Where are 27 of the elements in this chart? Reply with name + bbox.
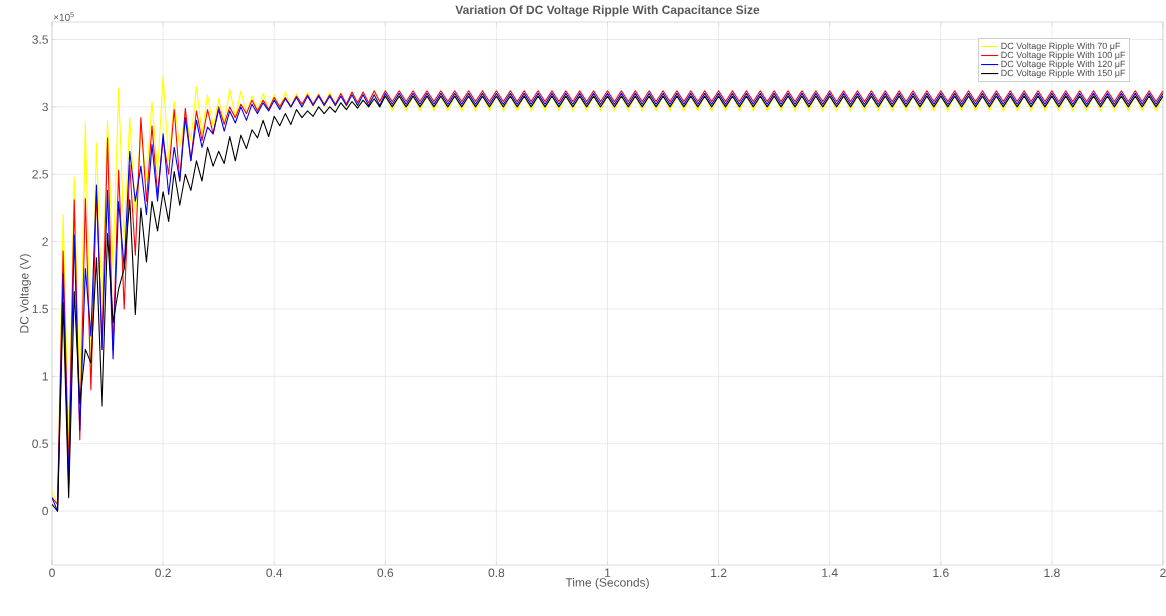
chart-title: Variation Of DC Voltage Ripple With Capacitance Size [455,5,760,17]
x-tick-label: 1.6 [933,568,949,578]
x-axis-title: Time (Seconds) [565,577,649,590]
x-tick-label: 0 [49,568,55,578]
legend-label: DC Voltage Ripple With 100 μF [1001,51,1126,60]
y-tick-label: 0.5 [32,439,48,448]
y-tick-label: 2 [42,237,48,246]
legend-label: DC Voltage Ripple With 70 μF [1001,42,1121,51]
x-tick-label: 0.2 [155,568,171,578]
y-axis-title: DC Voltage (V) [19,254,31,333]
y-tick-label: 1.5 [32,304,48,314]
x-tick-label: 1 [605,568,611,577]
x-tick-label: 0.6 [377,568,394,578]
y-tick-label: 1 [42,372,48,381]
x-tick-label: 1.8 [1044,568,1060,578]
y-tick-label: 2.5 [32,170,48,179]
x-tick-label: 2 [1160,568,1166,577]
x-tick-label: 1.2 [711,568,727,577]
text: ×10$^{5}$ [53,12,74,21]
y-tick-label: 3.5 [32,35,48,44]
y-tick-label: 0 [42,506,49,516]
legend-label: DC Voltage Ripple With 150 μF [1001,69,1126,78]
x-tick-label: 1.4 [822,568,838,577]
y-tick-label: 3 [42,102,48,112]
x-tick-label: 0.4 [266,568,283,578]
legend-label: DC Voltage Ripple With 120 μF [1001,60,1126,69]
x-tick-label: 0.8 [488,568,505,578]
